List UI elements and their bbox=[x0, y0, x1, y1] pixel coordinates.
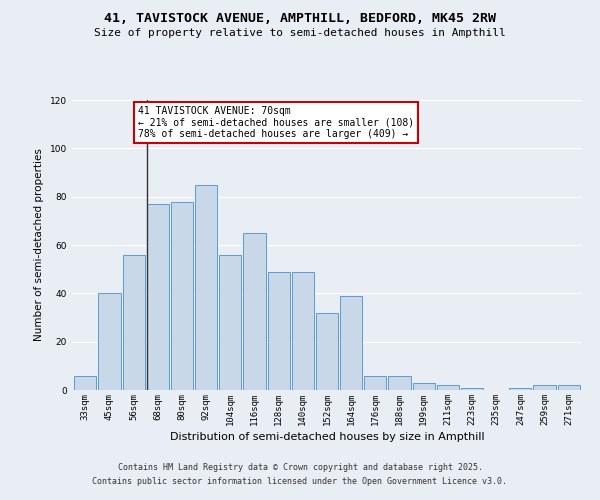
Bar bbox=[316, 312, 338, 390]
Bar bbox=[340, 296, 362, 390]
Bar bbox=[171, 202, 193, 390]
Bar bbox=[557, 385, 580, 390]
Text: 41, TAVISTOCK AVENUE, AMPTHILL, BEDFORD, MK45 2RW: 41, TAVISTOCK AVENUE, AMPTHILL, BEDFORD,… bbox=[104, 12, 496, 26]
Bar bbox=[413, 383, 435, 390]
X-axis label: Distribution of semi-detached houses by size in Ampthill: Distribution of semi-detached houses by … bbox=[170, 432, 484, 442]
Bar bbox=[437, 385, 459, 390]
Bar bbox=[195, 184, 217, 390]
Y-axis label: Number of semi-detached properties: Number of semi-detached properties bbox=[34, 148, 44, 342]
Text: Contains HM Land Registry data © Crown copyright and database right 2025.: Contains HM Land Registry data © Crown c… bbox=[118, 464, 482, 472]
Bar bbox=[219, 254, 241, 390]
Bar bbox=[364, 376, 386, 390]
Bar bbox=[146, 204, 169, 390]
Bar bbox=[461, 388, 483, 390]
Bar bbox=[98, 294, 121, 390]
Bar bbox=[244, 233, 266, 390]
Text: Size of property relative to semi-detached houses in Ampthill: Size of property relative to semi-detach… bbox=[94, 28, 506, 38]
Text: 41 TAVISTOCK AVENUE: 70sqm
← 21% of semi-detached houses are smaller (108)
78% o: 41 TAVISTOCK AVENUE: 70sqm ← 21% of semi… bbox=[139, 106, 415, 139]
Bar bbox=[292, 272, 314, 390]
Bar bbox=[268, 272, 290, 390]
Bar bbox=[388, 376, 410, 390]
Bar bbox=[74, 376, 97, 390]
Bar bbox=[509, 388, 532, 390]
Text: Contains public sector information licensed under the Open Government Licence v3: Contains public sector information licen… bbox=[92, 477, 508, 486]
Bar bbox=[533, 385, 556, 390]
Bar bbox=[122, 254, 145, 390]
